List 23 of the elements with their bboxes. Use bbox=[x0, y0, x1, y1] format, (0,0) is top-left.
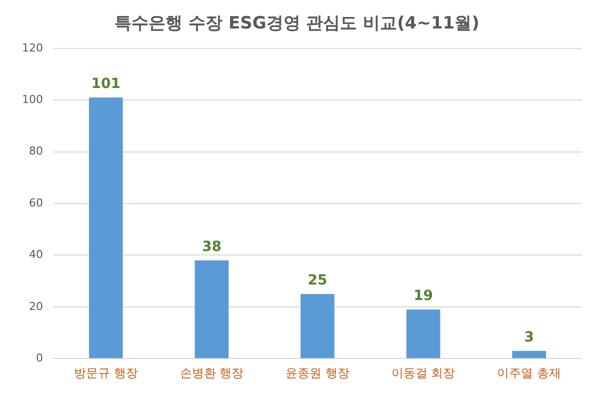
bar bbox=[300, 294, 334, 358]
x-tick-label: 윤종원 행장 bbox=[286, 366, 350, 380]
bar bbox=[512, 350, 546, 358]
y-tick-label: 60 bbox=[28, 196, 43, 210]
data-label: 101 bbox=[91, 76, 121, 92]
data-label: 3 bbox=[524, 329, 534, 346]
y-tick-label: 100 bbox=[22, 92, 43, 106]
data-label: 25 bbox=[308, 272, 328, 289]
x-tick-label: 방문규 행장 bbox=[74, 366, 138, 380]
y-tick-label: 40 bbox=[28, 248, 43, 262]
chart-title: 특수은행 수장 ESG경영 관심도 비교(4~11월) bbox=[114, 14, 480, 34]
bar bbox=[194, 260, 229, 358]
x-tick-label: 이주열 총재 bbox=[497, 366, 562, 380]
y-tick-label: 0 bbox=[36, 351, 43, 364]
x-tick-label: 이동걸 회장 bbox=[391, 366, 456, 380]
bar bbox=[406, 309, 440, 358]
y-tick-label: 20 bbox=[28, 300, 43, 313]
y-tick-label: 80 bbox=[28, 144, 43, 158]
data-label: 38 bbox=[202, 239, 222, 256]
bar bbox=[88, 98, 123, 358]
y-tick-label: 120 bbox=[22, 41, 43, 54]
x-tick-label: 손병환 행장 bbox=[180, 366, 244, 380]
data-label: 19 bbox=[414, 288, 434, 304]
